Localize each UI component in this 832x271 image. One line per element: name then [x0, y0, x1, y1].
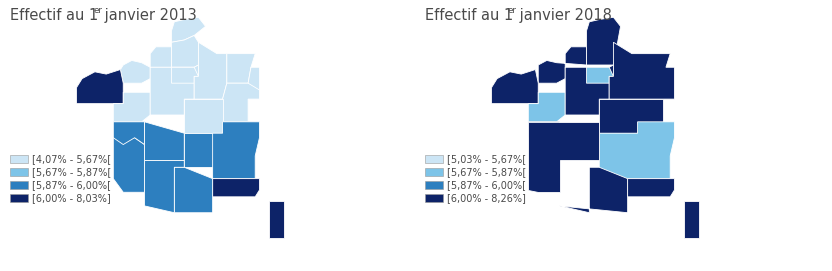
- Polygon shape: [627, 179, 675, 197]
- Text: Effectif au 1: Effectif au 1: [10, 8, 98, 23]
- Text: [5,87% - 6,00%[: [5,87% - 6,00%[: [447, 180, 526, 190]
- Text: [4,07% - 5,67%[: [4,07% - 5,67%[: [32, 154, 111, 164]
- Bar: [10, 155, 28, 163]
- Polygon shape: [77, 70, 123, 104]
- Polygon shape: [492, 70, 538, 104]
- Polygon shape: [248, 67, 260, 99]
- Polygon shape: [609, 42, 675, 99]
- Text: er: er: [93, 6, 102, 15]
- Bar: [425, 155, 443, 163]
- Text: janvier 2013: janvier 2013: [100, 8, 196, 23]
- Polygon shape: [560, 167, 627, 213]
- Polygon shape: [121, 60, 151, 83]
- Bar: [425, 194, 443, 202]
- Polygon shape: [599, 99, 663, 133]
- Polygon shape: [151, 47, 171, 67]
- Polygon shape: [175, 167, 213, 213]
- Polygon shape: [587, 67, 613, 83]
- Polygon shape: [270, 201, 284, 238]
- Text: Effectif au 1: Effectif au 1: [425, 8, 513, 23]
- Text: [5,67% - 5,87%[: [5,67% - 5,87%[: [447, 167, 527, 177]
- Bar: [10, 168, 28, 176]
- Polygon shape: [599, 122, 675, 179]
- Bar: [10, 194, 28, 202]
- Polygon shape: [213, 179, 260, 197]
- Text: [6,00% - 8,03%]: [6,00% - 8,03%]: [32, 193, 111, 203]
- Polygon shape: [113, 92, 151, 122]
- Text: [5,03% - 5,67%[: [5,03% - 5,67%[: [447, 154, 526, 164]
- Polygon shape: [113, 133, 145, 192]
- Polygon shape: [528, 122, 599, 192]
- Polygon shape: [184, 99, 223, 133]
- Polygon shape: [223, 83, 260, 122]
- Bar: [10, 181, 28, 189]
- Polygon shape: [145, 160, 184, 213]
- Polygon shape: [145, 122, 184, 160]
- Text: [6,00% - 8,26%]: [6,00% - 8,26%]: [447, 193, 526, 203]
- Text: [5,87% - 6,00%[: [5,87% - 6,00%[: [32, 180, 111, 190]
- Polygon shape: [685, 201, 699, 238]
- Polygon shape: [587, 17, 621, 65]
- Polygon shape: [171, 67, 199, 83]
- Polygon shape: [151, 65, 199, 115]
- Polygon shape: [113, 122, 145, 144]
- Text: janvier 2018: janvier 2018: [515, 8, 612, 23]
- Polygon shape: [528, 92, 565, 122]
- Text: er: er: [508, 6, 517, 15]
- Polygon shape: [565, 65, 613, 115]
- Polygon shape: [171, 17, 206, 42]
- Text: [5,67% - 5,87%[: [5,67% - 5,87%[: [32, 167, 111, 177]
- Polygon shape: [171, 36, 199, 67]
- Polygon shape: [538, 47, 587, 83]
- Polygon shape: [194, 42, 227, 99]
- Polygon shape: [227, 54, 255, 83]
- Polygon shape: [528, 122, 599, 192]
- Polygon shape: [184, 133, 213, 167]
- Bar: [425, 181, 443, 189]
- Polygon shape: [213, 122, 260, 179]
- Bar: [425, 168, 443, 176]
